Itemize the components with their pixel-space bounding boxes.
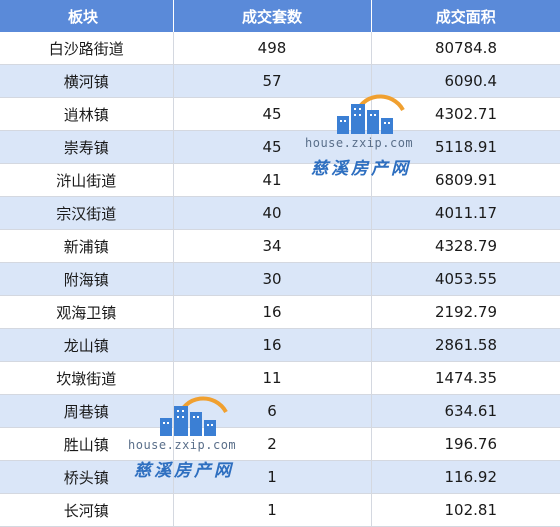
units-cell: 34 [173,229,372,263]
area-cell: 102.81 [371,493,560,527]
building-logo-icon [160,396,228,436]
units-cell: 30 [173,262,372,296]
district-cell: 新浦镇 [0,229,174,263]
column-header-area: 成交面积 [371,0,560,32]
district-cell: 长河镇 [0,493,174,527]
units-cell: 16 [173,295,372,329]
units-cell: 1 [173,493,372,527]
district-cell: 崇寿镇 [0,130,174,164]
table-row: 胜山镇 2 196.76 [0,427,560,461]
table-row: 宗汉街道 40 4011.17 [0,196,560,230]
district-cell: 宗汉街道 [0,196,174,230]
column-header-district: 板块 [0,0,174,32]
watermark-url: house.zxip.com [128,438,237,452]
area-cell: 4328.79 [371,229,560,263]
table-row: 白沙路街道 498 80784.8 [0,32,560,65]
district-cell: 桥头镇 [0,460,174,494]
area-cell: 6090.4 [371,64,560,98]
area-cell: 4053.55 [371,262,560,296]
district-cell: 胜山镇 [0,427,174,461]
table-row: 周巷镇 6 634.61 [0,394,560,428]
area-cell: 2192.79 [371,295,560,329]
table-row: 逍林镇 45 4302.71 [0,97,560,131]
area-cell: 6809.91 [371,163,560,197]
area-cell: 4302.71 [371,97,560,131]
watermark-brand: 慈溪房产网 [134,461,234,481]
table-row: 观海卫镇 16 2192.79 [0,295,560,329]
area-cell: 196.76 [371,427,560,461]
table-row: 坎墩街道 11 1474.35 [0,361,560,395]
table-row: 崇寿镇 45 5118.91 [0,130,560,164]
table-row: 附海镇 30 4053.55 [0,262,560,296]
district-cell: 附海镇 [0,262,174,296]
district-cell: 龙山镇 [0,328,174,362]
units-cell: 11 [173,361,372,395]
table-row: 新浦镇 34 4328.79 [0,229,560,263]
area-cell: 116.92 [371,460,560,494]
district-cell: 坎墩街道 [0,361,174,395]
watermark-brand: 慈溪房产网 [311,159,411,179]
district-cell: 横河镇 [0,64,174,98]
area-cell: 4011.17 [371,196,560,230]
table-header-row: 板块 成交套数 成交面积 [0,0,560,32]
watermark-url: house.zxip.com [305,136,414,150]
watermark: house.zxip.com 慈溪房产网 [128,388,308,498]
units-cell: 45 [173,130,372,164]
area-cell: 80784.8 [371,32,560,65]
district-cell: 周巷镇 [0,394,174,428]
table-row: 长河镇 1 102.81 [0,493,560,527]
units-cell: 16 [173,328,372,362]
column-header-units: 成交套数 [173,0,372,32]
table-row: 龙山镇 16 2861.58 [0,328,560,362]
watermark: house.zxip.com 慈溪房产网 [305,86,485,196]
building-logo-icon [337,94,405,134]
area-cell: 1474.35 [371,361,560,395]
table-row: 横河镇 57 6090.4 [0,64,560,98]
units-cell: 40 [173,196,372,230]
units-cell: 498 [173,32,372,65]
table-row: 桥头镇 1 116.92 [0,460,560,494]
district-cell: 浒山街道 [0,163,174,197]
units-cell: 1 [173,460,372,494]
units-cell: 57 [173,64,372,98]
district-cell: 白沙路街道 [0,32,174,65]
units-cell: 41 [173,163,372,197]
district-cell: 逍林镇 [0,97,174,131]
table-row: 浒山街道 41 6809.91 [0,163,560,197]
area-cell: 5118.91 [371,130,560,164]
district-cell: 观海卫镇 [0,295,174,329]
area-cell: 2861.58 [371,328,560,362]
area-cell: 634.61 [371,394,560,428]
